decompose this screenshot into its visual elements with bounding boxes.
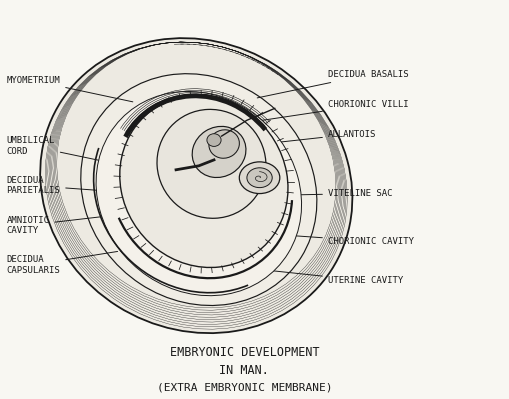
Text: (EXTRA EMBRYONIC MEMBRANE): (EXTRA EMBRYONIC MEMBRANE) (157, 383, 332, 393)
Text: DECIDUA
PARIETALIS: DECIDUA PARIETALIS (7, 176, 112, 196)
Text: UMBILICAL
CORD: UMBILICAL CORD (7, 136, 123, 165)
Text: ALLANTOIS: ALLANTOIS (247, 130, 376, 146)
Text: UTERINE CAVITY: UTERINE CAVITY (257, 269, 403, 285)
Ellipse shape (209, 130, 239, 158)
Ellipse shape (81, 74, 317, 306)
Ellipse shape (207, 134, 221, 146)
Ellipse shape (192, 126, 246, 178)
Text: VITELINE SAC: VITELINE SAC (265, 189, 392, 198)
Text: DECIDUA BASALIS: DECIDUA BASALIS (257, 70, 409, 98)
Ellipse shape (40, 38, 352, 333)
Ellipse shape (157, 109, 266, 218)
Text: AMNIOTIC
CAVITY: AMNIOTIC CAVITY (7, 214, 128, 235)
Text: EMBRYONIC DEVELOPMENT: EMBRYONIC DEVELOPMENT (169, 346, 319, 359)
Ellipse shape (96, 91, 301, 296)
Text: DECIDUA
CAPSULARIS: DECIDUA CAPSULARIS (7, 251, 118, 275)
Ellipse shape (120, 96, 288, 267)
Ellipse shape (239, 162, 280, 194)
Ellipse shape (247, 168, 272, 188)
Text: IN MAN.: IN MAN. (219, 364, 269, 377)
Text: CHORIONIC CAVITY: CHORIONIC CAVITY (260, 233, 414, 246)
Text: CHORIONIC VILLI: CHORIONIC VILLI (252, 100, 409, 122)
Text: MYOMETRIUM: MYOMETRIUM (7, 76, 133, 102)
